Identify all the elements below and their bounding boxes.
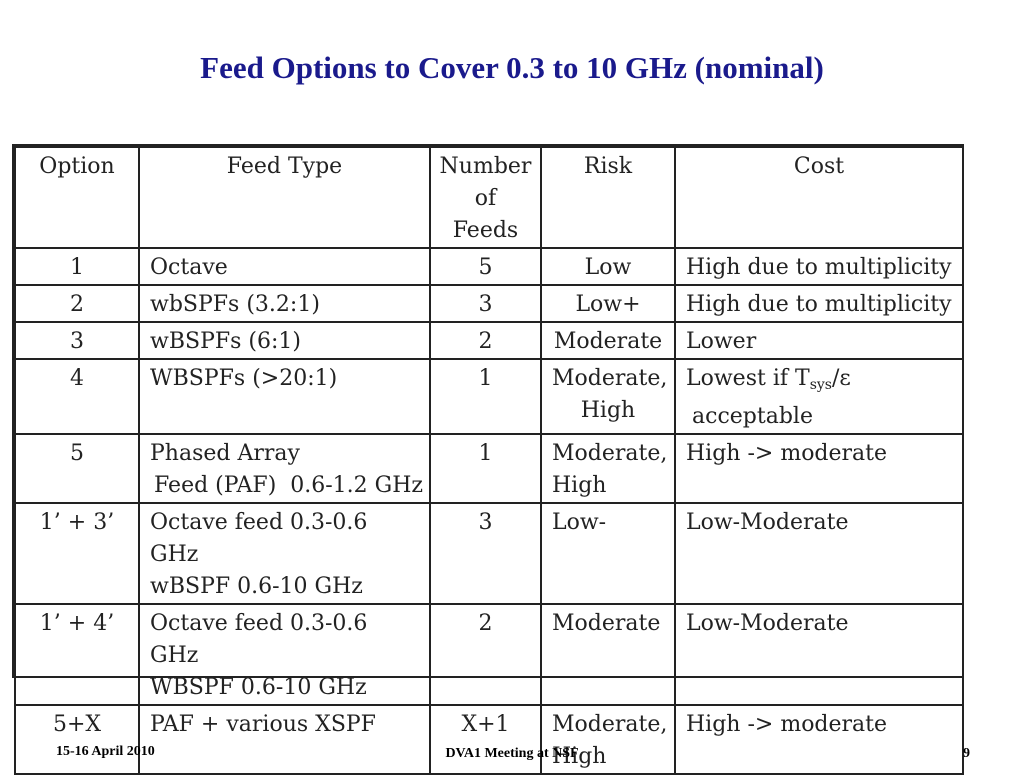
cell-risk: Low+ bbox=[540, 284, 676, 323]
table-row: 2 wbSPFs (3.2:1) 3 Low+ High due to mult… bbox=[14, 284, 964, 323]
feed-type-line-1: Octave feed 0.3-0.6 GHz bbox=[150, 611, 368, 668]
cell-cost: High due to multiplicity bbox=[674, 284, 964, 323]
feed-type-line-2: Feed (PAF) 0.6-1.2 GHz bbox=[154, 473, 424, 498]
cell-number: 5 bbox=[429, 247, 542, 286]
cell-feed-type: Octave feed 0.3-0.6 GHz WBSPF 0.6-10 GHz bbox=[138, 603, 431, 706]
cell-cost: Lower bbox=[674, 321, 964, 360]
header-option: Option bbox=[14, 146, 140, 249]
cell-number: 3 bbox=[429, 502, 542, 605]
header-risk: Risk bbox=[540, 146, 676, 249]
cell-number: 2 bbox=[429, 321, 542, 360]
cell-risk: Moderate, High bbox=[540, 358, 676, 435]
cost-text: Lowest if T bbox=[686, 366, 810, 391]
feed-type-line-2: wBSPF 0.6-10 GHz bbox=[150, 574, 363, 599]
cell-option: 5+X bbox=[14, 704, 140, 775]
cell-feed-type: wbSPFs (3.2:1) bbox=[138, 284, 431, 323]
cell-number: 2 bbox=[429, 603, 542, 706]
cell-risk: Moderate, High bbox=[540, 433, 676, 504]
cell-risk: Moderate bbox=[540, 321, 676, 360]
cell-number: 1 bbox=[429, 433, 542, 504]
table-row: 5 Phased Array Feed (PAF) 0.6-1.2 GHz 1 … bbox=[14, 433, 964, 504]
cell-feed-type: WBSPFs (>20:1) bbox=[138, 358, 431, 435]
risk-line-1: Moderate, bbox=[552, 712, 668, 737]
header-cost: Cost bbox=[674, 146, 964, 249]
header-number-text: Number of Feeds bbox=[439, 154, 532, 243]
cell-risk: Low bbox=[540, 247, 676, 286]
risk-line-2: High bbox=[552, 744, 607, 769]
cell-option: 1 bbox=[14, 247, 140, 286]
footer-date: 15-16 April 2010 bbox=[56, 744, 155, 759]
cell-feed-type: Octave bbox=[138, 247, 431, 286]
cost-subscript: sys bbox=[809, 377, 832, 393]
cell-option: 2 bbox=[14, 284, 140, 323]
cell-feed-type: PAF + various XSPF bbox=[138, 704, 431, 775]
risk-line-1: Moderate, bbox=[552, 441, 668, 466]
feed-options-table: Option Feed Type Number of Feeds Risk Cost… bbox=[12, 144, 964, 775]
cell-feed-type: wBSPFs (6:1) bbox=[138, 321, 431, 360]
slide-title: Feed Options to Cover 0.3 to 10 GHz (nom… bbox=[200, 50, 824, 85]
cell-option: 1’ + 4’ bbox=[14, 603, 140, 706]
cell-option: 5 bbox=[14, 433, 140, 504]
page-number: 9 bbox=[963, 746, 970, 761]
risk-line-1: Moderate, bbox=[552, 366, 668, 391]
table-row: 1 Octave 5 Low High due to multiplicity bbox=[14, 247, 964, 286]
cell-risk: Moderate, High bbox=[540, 704, 676, 775]
table-header-row: Option Feed Type Number of Feeds Risk Cost bbox=[14, 146, 964, 249]
header-number-of-feeds: Number of Feeds bbox=[429, 146, 542, 249]
feed-type-line-1: Phased Array bbox=[150, 441, 300, 466]
cell-feed-type: Phased Array Feed (PAF) 0.6-1.2 GHz bbox=[138, 433, 431, 504]
table: Option Feed Type Number of Feeds Risk Cost… bbox=[14, 146, 964, 775]
cell-cost: High due to multiplicity bbox=[674, 247, 964, 286]
risk-line-2: High bbox=[580, 398, 636, 423]
cell-number: X+1 bbox=[429, 704, 542, 775]
cost-line-2: acceptable bbox=[692, 404, 813, 429]
feed-type-line-1: Octave feed 0.3-0.6 GHz bbox=[150, 510, 368, 567]
cell-cost: Low-Moderate bbox=[674, 603, 964, 706]
cell-cost: High -> moderate bbox=[674, 704, 964, 775]
cost-text-after: /ε bbox=[831, 366, 851, 391]
cell-cost: High -> moderate bbox=[674, 433, 964, 504]
cell-number: 1 bbox=[429, 358, 542, 435]
table-row: 5+X PAF + various XSPF X+1 Moderate, Hig… bbox=[14, 704, 964, 775]
table-row: 3 wBSPFs (6:1) 2 Moderate Lower bbox=[14, 321, 964, 360]
table-row: 4 WBSPFs (>20:1) 1 Moderate, High Lowest… bbox=[14, 358, 964, 435]
table-row: 1’ + 3’ Octave feed 0.3-0.6 GHz wBSPF 0.… bbox=[14, 502, 964, 605]
cell-option: 1’ + 3’ bbox=[14, 502, 140, 605]
header-feed-type: Feed Type bbox=[138, 146, 431, 249]
table-row: 1’ + 4’ Octave feed 0.3-0.6 GHz WBSPF 0.… bbox=[14, 603, 964, 706]
cell-risk: Low- bbox=[540, 502, 676, 605]
cell-option: 4 bbox=[14, 358, 140, 435]
cost-line-1: Lowest if Tsys/ε bbox=[686, 363, 952, 401]
cell-feed-type: Octave feed 0.3-0.6 GHz wBSPF 0.6-10 GHz bbox=[138, 502, 431, 605]
feed-type-line-2: WBSPF 0.6-10 GHz bbox=[150, 675, 367, 700]
risk-line-2: High bbox=[552, 473, 607, 498]
cell-risk: Moderate bbox=[540, 603, 676, 706]
cell-number: 3 bbox=[429, 284, 542, 323]
cell-cost: Low-Moderate bbox=[674, 502, 964, 605]
cell-option: 3 bbox=[14, 321, 140, 360]
cell-cost: Lowest if Tsys/ε acceptable bbox=[674, 358, 964, 435]
footer-meeting: DVA1 Meeting at NSF bbox=[445, 746, 579, 761]
